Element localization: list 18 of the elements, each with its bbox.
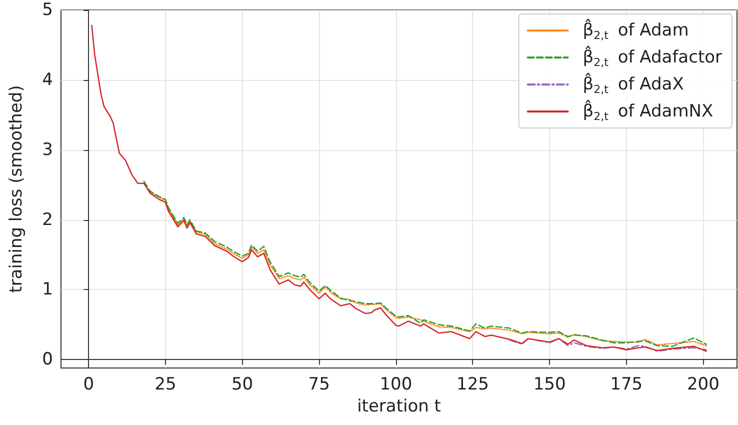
y-tick-label: 5 (42, 0, 53, 20)
y-axis-title: training loss (smoothed) (6, 85, 26, 293)
x-tick-label: 25 (154, 374, 176, 394)
x-tick-label: 75 (308, 374, 330, 394)
y-tick-label: 2 (42, 210, 53, 230)
x-tick-label: 50 (231, 374, 254, 394)
x-tick-label: 175 (610, 374, 643, 394)
y-tick-label: 0 (42, 350, 53, 370)
y-tick-label: 1 (42, 280, 53, 300)
line-series (508, 338, 707, 352)
x-tick-label: 150 (533, 374, 566, 394)
x-tick-label: 200 (686, 374, 720, 394)
x-tick-label: 100 (380, 374, 412, 394)
x-axis-title: iteration t (357, 396, 442, 416)
y-tick-label: 4 (42, 70, 53, 90)
y-tick-label: 3 (42, 140, 53, 160)
x-tick-label: 125 (456, 374, 489, 394)
x-tick-label: 0 (83, 374, 94, 394)
